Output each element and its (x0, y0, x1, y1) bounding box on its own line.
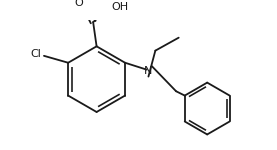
Text: OH: OH (111, 2, 129, 12)
Text: O: O (74, 0, 83, 8)
Text: N: N (144, 66, 153, 76)
Text: Cl: Cl (30, 49, 41, 59)
